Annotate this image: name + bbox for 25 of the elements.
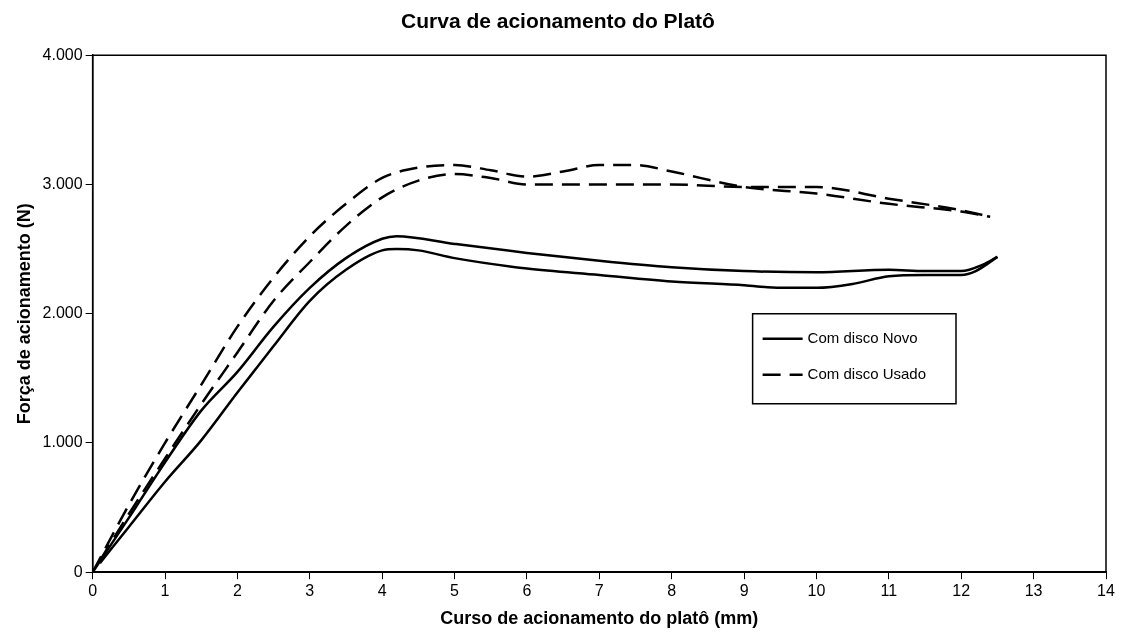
legend-label: Com disco Usado (807, 364, 927, 382)
x-tick-label: 4 (377, 582, 387, 600)
x-tick-label: 10 (807, 582, 826, 600)
y-tick-label: 4.000 (42, 45, 83, 63)
y-tick-label: 3.000 (42, 174, 83, 192)
chart-title: Curva de acionamento do Platô (401, 9, 715, 33)
x-tick-label: 6 (522, 582, 532, 600)
x-axis-title: Curso de acionamento do platô (mm) (440, 608, 759, 629)
x-tick-label: 11 (880, 582, 898, 600)
x-tick-label: 1 (160, 582, 170, 600)
y-tick-label: 2.000 (42, 304, 83, 322)
x-tick-label: 0 (88, 582, 98, 600)
y-tick-label: 1.000 (42, 433, 83, 451)
x-tick-label: 13 (1024, 582, 1043, 600)
x-tick-label: 8 (667, 582, 677, 600)
y-axis-title: Força de acionamento (N) (13, 203, 34, 425)
x-tick-label: 3 (305, 582, 315, 600)
x-tick-label: 7 (594, 582, 604, 600)
y-tick-label: 0 (73, 562, 83, 580)
x-tick-label: 12 (952, 582, 971, 600)
x-tick-label: 5 (450, 582, 460, 600)
x-tick-label: 2 (232, 582, 242, 600)
x-tick-label: 9 (739, 582, 749, 600)
legend-label: Com disco Novo (807, 328, 918, 346)
x-tick-label: 14 (1097, 582, 1115, 600)
